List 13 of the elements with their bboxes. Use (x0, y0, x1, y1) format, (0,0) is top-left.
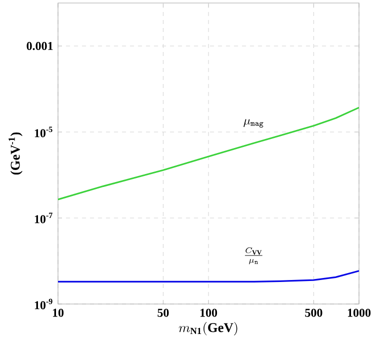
annotation: $\mu_{\mathtt{mag}}$ (244, 119, 264, 128)
y-tick-label: 10$^{-9}$ (34, 298, 52, 310)
y-tick-label: 0.001 (26, 42, 53, 50)
y-tick-label: 10$^{-7}$ (34, 212, 52, 224)
x-tick-label: 100 (200, 308, 218, 317)
x-axis-title: $m_{\mathbf{N1}}\mathbf{(GeV)}$ (178, 322, 238, 336)
y-axis-title: (GeV$^{-1}$) (8, 132, 22, 175)
y-tick-label: 10$^{-5}$ (34, 126, 52, 138)
x-tick-label: 50 (158, 308, 169, 317)
annotation: $\frac{C_{\mathbf{VV}}}{\mu_{\mathtt{n}}}$ (244, 247, 262, 264)
x-tick-label: 10 (52, 308, 64, 317)
x-tick-label: 1000 (348, 308, 371, 317)
x-tick-label: 500 (305, 308, 322, 317)
